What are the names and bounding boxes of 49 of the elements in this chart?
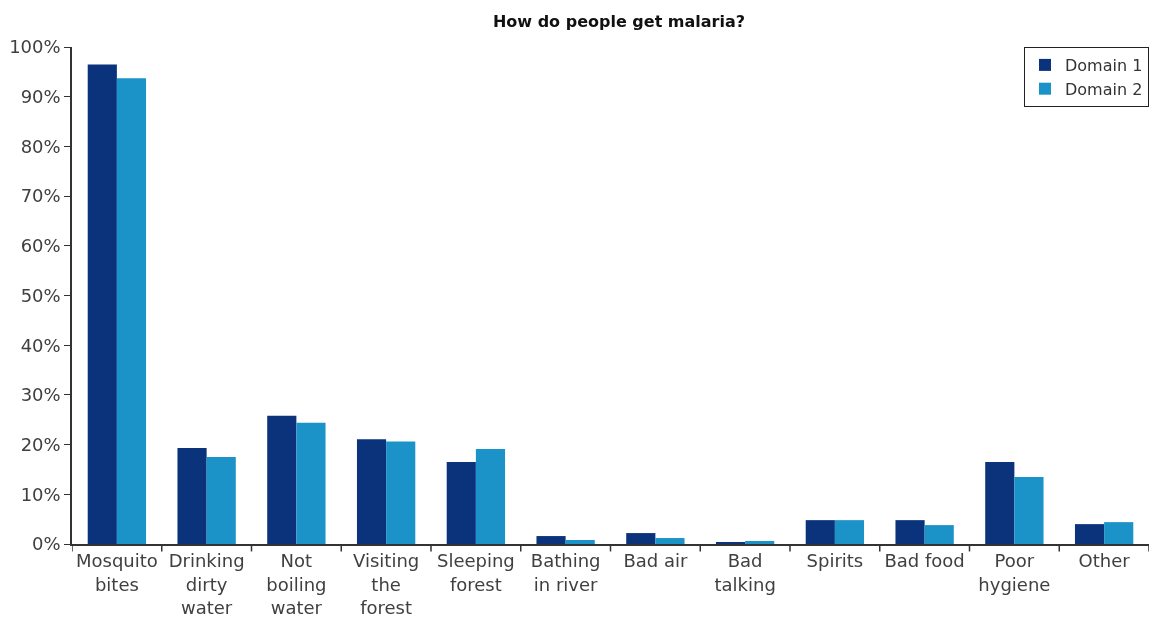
y-tick-label: 80%	[20, 135, 61, 157]
x-tick-label: Spirits	[806, 550, 864, 572]
bar	[626, 533, 656, 544]
y-tick-label: 30%	[20, 384, 61, 406]
bar	[446, 462, 476, 544]
bar	[87, 64, 117, 544]
bar	[895, 520, 925, 544]
bar	[386, 441, 416, 544]
bar	[206, 457, 236, 544]
y-tick-label: 100%	[9, 36, 61, 58]
bar	[1014, 476, 1044, 544]
bar	[1074, 524, 1105, 544]
x-tick-label: Drinking dirty water	[168, 550, 245, 619]
x-tick-label: Bad talking	[714, 550, 776, 595]
bar	[655, 538, 685, 544]
bar	[296, 422, 326, 544]
y-tick-label: 70%	[20, 185, 61, 207]
bar	[475, 449, 506, 544]
bar	[116, 78, 147, 544]
bar	[985, 462, 1015, 544]
y-tick-label: 50%	[20, 284, 61, 306]
x-tick-label: Bathing in river	[530, 550, 601, 595]
bar	[834, 520, 865, 544]
y-tick-label: 40%	[20, 334, 61, 356]
bar	[356, 439, 387, 544]
x-tick-label: Visiting the forest	[353, 550, 420, 619]
bar	[805, 520, 835, 544]
legend-label: Domain 1	[1065, 56, 1143, 76]
x-tick-label: Other	[1078, 550, 1131, 572]
bar	[745, 541, 775, 544]
y-tick-label: 0%	[32, 533, 61, 555]
x-tick-label: Poor hygiene	[978, 550, 1051, 595]
bar	[1104, 522, 1134, 544]
y-tick-label: 60%	[20, 235, 61, 257]
bar	[565, 540, 595, 544]
bar	[924, 525, 954, 544]
bar	[536, 536, 566, 544]
chart-title: How do people get malaria?	[492, 12, 746, 32]
x-tick-label: Bad air	[623, 550, 688, 572]
y-tick-label: 10%	[20, 483, 61, 505]
x-tick-label: Bad food	[884, 550, 965, 572]
x-tick-label: Not boiling water	[266, 550, 327, 619]
y-tick-label: 90%	[20, 86, 61, 107]
x-tick-label: Mosquito bites	[75, 550, 158, 595]
y-tick-label: 20%	[20, 433, 61, 455]
legend-label: Domain 2	[1065, 79, 1143, 99]
bar	[177, 448, 207, 544]
bar	[267, 415, 297, 544]
x-tick-label: Sleeping forest	[436, 550, 515, 595]
